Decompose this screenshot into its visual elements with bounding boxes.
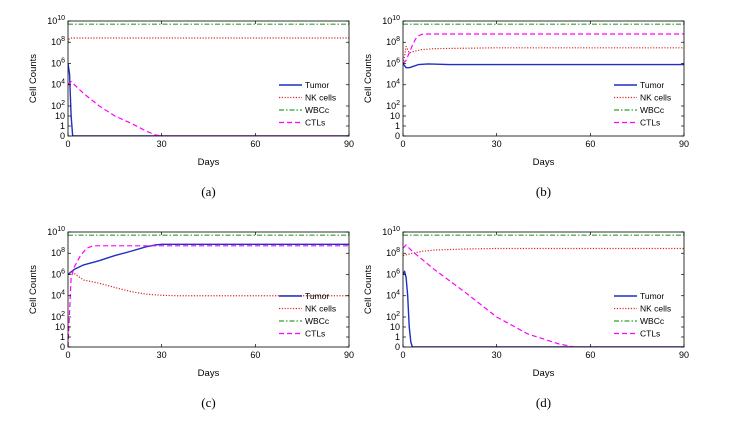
legend-label: CTLs	[640, 118, 660, 128]
y-axis-label: Cell Counts	[363, 54, 374, 103]
panel-caption: (c)	[201, 395, 215, 410]
legend-label: WBCc	[640, 105, 665, 115]
series-line-nk-cells	[68, 270, 349, 297]
y-tick-label: 106	[386, 268, 400, 279]
y-tick-label: 106	[51, 57, 65, 68]
legend-label: NK cells	[640, 93, 671, 103]
axes-frame	[67, 20, 350, 137]
legend-label: Tumor	[640, 80, 664, 90]
y-tick-label: 104	[51, 79, 65, 90]
x-tick-label: 90	[679, 350, 689, 360]
y-tick-label: 102	[386, 311, 400, 322]
y-tick-label: 108	[51, 36, 65, 47]
series-line-ctls	[68, 80, 349, 136]
y-tick-label: 102	[386, 100, 400, 111]
y-tick-label: 1010	[47, 226, 65, 237]
y-tick-label: 1010	[382, 15, 400, 26]
y-tick-label: 10	[55, 322, 65, 332]
x-axis-label: Days	[198, 157, 220, 168]
y-axis-label: Cell Counts	[28, 54, 39, 103]
x-tick-label: 90	[679, 139, 689, 149]
series-line-nk-cells	[68, 37, 349, 43]
x-tick-label: 30	[492, 139, 502, 149]
y-tick-label: 10	[55, 111, 65, 121]
y-tick-label: 1010	[382, 226, 400, 237]
axes-frame	[402, 20, 685, 137]
x-tick-label: 60	[250, 350, 260, 360]
legend-label: WBCc	[305, 316, 330, 326]
legend-label: Tumor	[305, 291, 329, 301]
series-line-tumor	[403, 63, 684, 69]
y-tick-label: 0	[395, 131, 400, 141]
y-axis-label: Cell Counts	[363, 265, 374, 314]
panel-caption: (b)	[536, 184, 551, 199]
legend-label: WBCc	[640, 316, 665, 326]
axes-frame	[67, 231, 350, 348]
y-tick-label: 104	[386, 79, 400, 90]
y-tick-label: 106	[386, 57, 400, 68]
legend-label: NK cells	[640, 304, 671, 314]
x-tick-label: 90	[344, 350, 354, 360]
x-axis-label: Days	[198, 368, 220, 379]
x-tick-label: 90	[344, 139, 354, 149]
y-tick-label: 102	[51, 311, 65, 322]
y-tick-label: 104	[51, 290, 65, 301]
x-tick-label: 60	[585, 139, 595, 149]
y-tick-label: 10	[390, 111, 400, 121]
x-tick-label: 30	[492, 350, 502, 360]
x-tick-label: 0	[65, 139, 70, 149]
panel-caption: (a)	[201, 184, 215, 199]
series-line-ctls	[403, 244, 684, 347]
x-tick-label: 0	[400, 139, 405, 149]
y-tick-label: 102	[51, 100, 65, 111]
legend-label: Tumor	[640, 291, 664, 301]
y-tick-label: 1	[395, 121, 400, 131]
y-tick-label: 0	[60, 342, 65, 352]
series-line-ctls	[68, 245, 349, 347]
legend-label: CTLs	[640, 329, 660, 339]
series-line-ctls	[403, 33, 684, 64]
x-tick-label: 30	[157, 350, 167, 360]
x-tick-label: 60	[585, 350, 595, 360]
series-line-tumor	[403, 270, 684, 347]
series-line-tumor	[68, 243, 349, 276]
legend-label: NK cells	[305, 93, 336, 103]
legend-label: WBCc	[305, 105, 330, 115]
x-tick-label: 0	[400, 350, 405, 360]
series-line-nk-cells	[403, 247, 684, 257]
y-tick-label: 10	[390, 322, 400, 332]
series-line-nk-cells	[403, 45, 684, 64]
series-line-tumor	[68, 63, 349, 136]
legend-label: NK cells	[305, 304, 336, 314]
y-tick-label: 104	[386, 290, 400, 301]
legend-label: Tumor	[305, 80, 329, 90]
y-tick-label: 0	[60, 131, 65, 141]
x-axis-label: Days	[533, 368, 555, 379]
axes-frame	[402, 231, 685, 348]
legend-label: CTLs	[305, 118, 325, 128]
y-tick-label: 108	[51, 247, 65, 258]
x-tick-label: 60	[250, 139, 260, 149]
y-tick-label: 106	[51, 268, 65, 279]
y-axis-label: Cell Counts	[28, 265, 39, 314]
panel-caption: (d)	[536, 395, 551, 410]
y-tick-label: 108	[386, 36, 400, 47]
y-tick-label: 108	[386, 247, 400, 258]
y-tick-label: 1	[60, 121, 65, 131]
y-tick-label: 0	[395, 342, 400, 352]
y-tick-label: 1010	[47, 15, 65, 26]
legend-label: CTLs	[305, 329, 325, 339]
y-tick-label: 1	[395, 332, 400, 342]
x-tick-label: 30	[157, 139, 167, 149]
y-tick-label: 1	[60, 332, 65, 342]
x-tick-label: 0	[65, 350, 70, 360]
x-axis-label: Days	[533, 157, 555, 168]
